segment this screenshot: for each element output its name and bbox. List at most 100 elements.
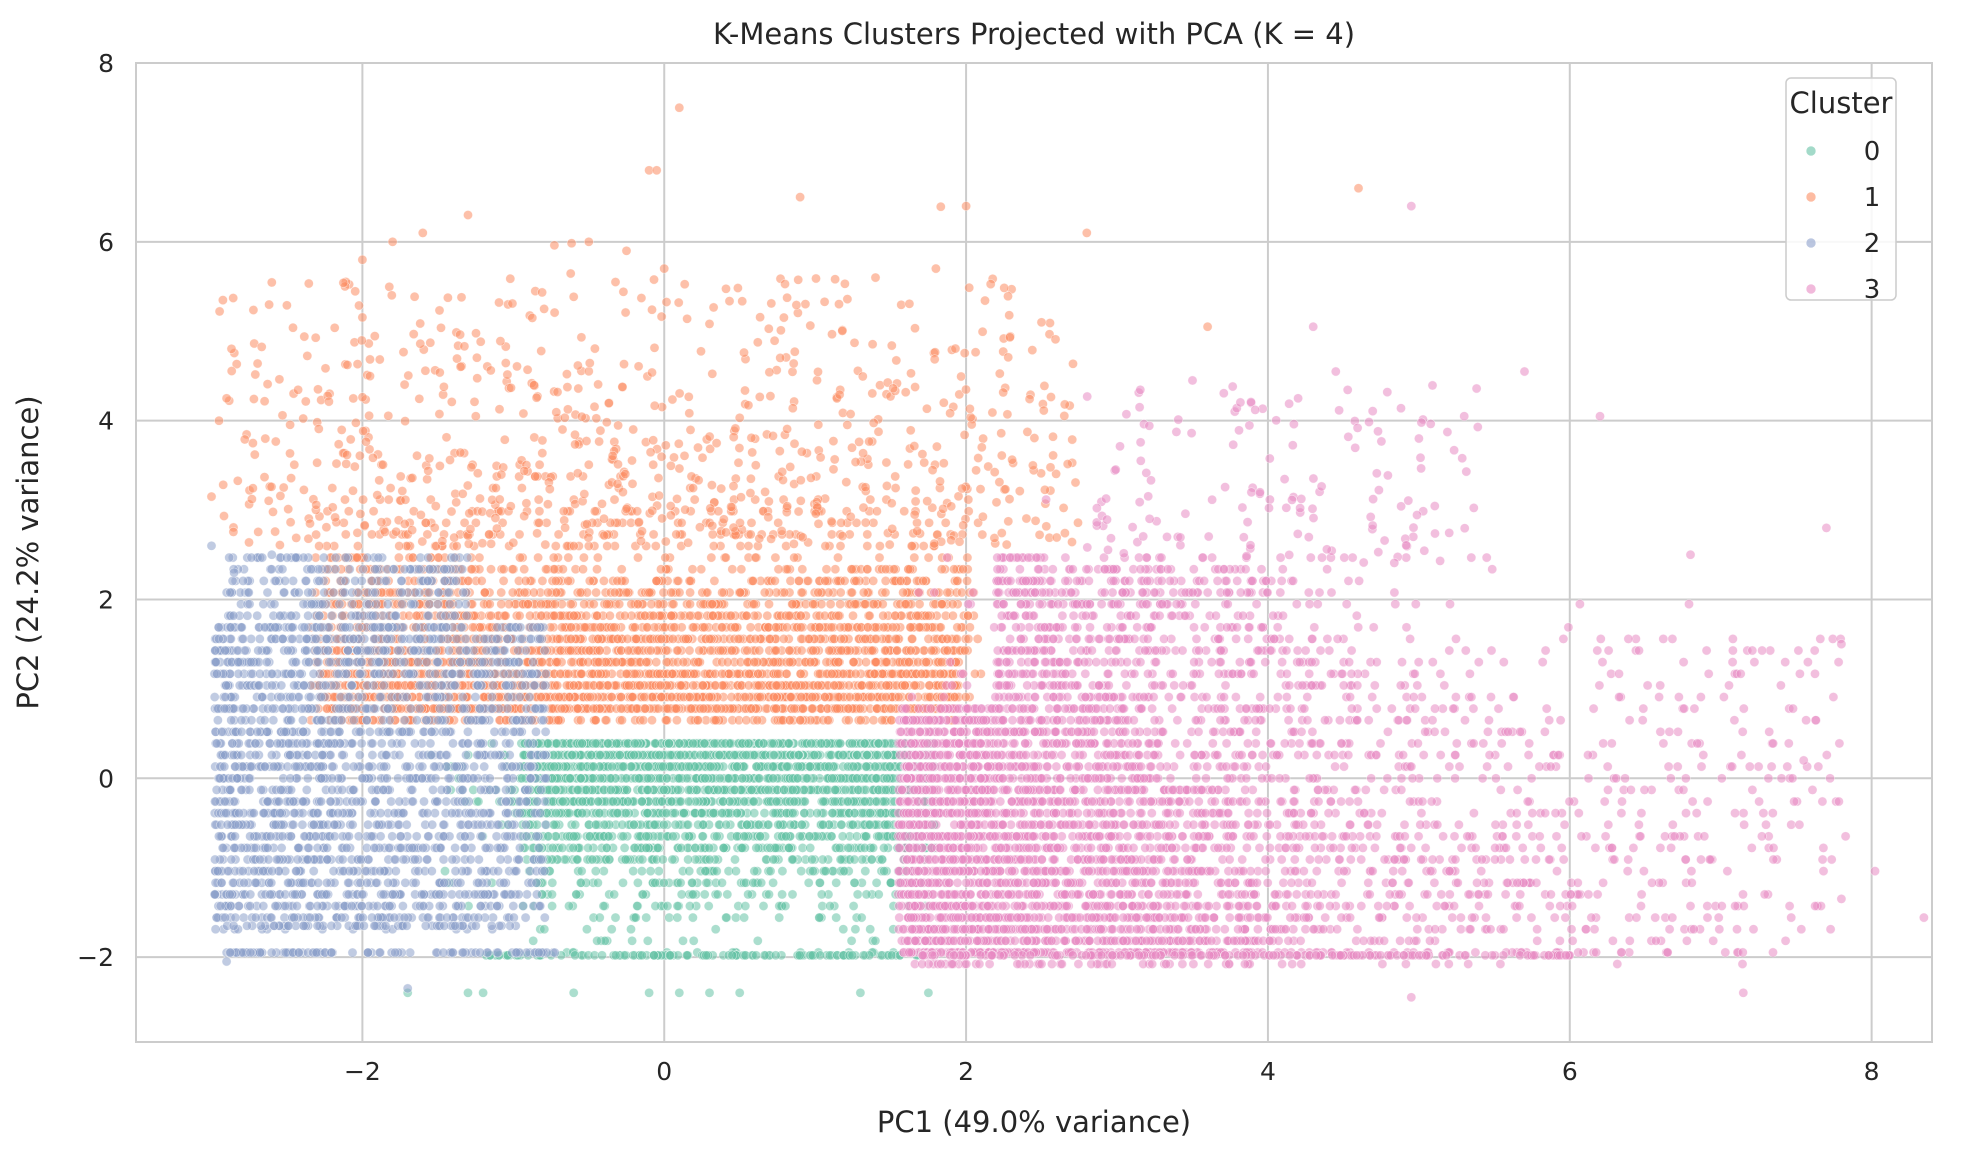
cluster-0-point [848,901,859,911]
cluster-1-point [549,564,560,575]
cluster-0-point [516,773,527,784]
cluster-0-point [759,808,770,818]
cluster-0-point [645,866,656,876]
cluster-0-point [637,854,648,865]
cluster-0-point [641,843,652,853]
cluster-1-point [762,610,773,621]
cluster-0-point [703,901,714,911]
cluster-1-point [745,529,756,540]
cluster-0-point [737,843,748,853]
cluster-0-point [749,796,759,807]
cluster-0-point [797,819,807,830]
cluster-0-point [673,785,683,795]
cluster-1-point [614,599,625,609]
cluster-0-point [704,854,715,865]
cluster-0-point [657,796,667,807]
cluster-0-point [793,750,804,760]
cluster-0-point [882,819,893,830]
cluster-0-point [768,877,778,888]
cluster-1-point [579,552,589,563]
cluster-0-point [858,950,869,961]
cluster-0-point [729,750,740,760]
cluster-0-point [587,854,598,865]
cluster-0-point [852,773,862,784]
cluster-0-point [710,924,721,935]
cluster-0-point [662,901,673,911]
cluster-0-point [718,796,728,807]
cluster-0-point [831,912,842,923]
cluster-0-point [783,738,794,749]
cluster-0-point [793,761,804,772]
cluster-0-point [463,987,473,998]
cluster-0-point [812,808,822,818]
cluster-0-point [621,773,632,784]
cluster-0-point [675,796,686,807]
cluster-1-point [692,715,703,726]
cluster-0-point [570,819,581,830]
cluster-0-point [753,819,764,830]
cluster-1-point [836,634,846,644]
cluster-0-point [767,761,778,772]
cluster-0-point [830,796,840,807]
cluster-1-point [868,715,879,726]
cluster-0-point [697,808,707,818]
cluster-0-point [852,750,863,760]
cluster-1-point [789,552,800,563]
cluster-0-point [803,877,814,888]
cluster-1-point [484,599,495,609]
cluster-0-point [868,843,878,853]
cluster-1-point [795,610,806,621]
cluster-0-point [885,761,895,772]
cluster-0-point [768,750,779,760]
cluster-0-point [787,854,798,865]
cluster-1-point [784,645,795,656]
cluster-0-point [705,761,716,772]
cluster-1-point [602,541,613,551]
cluster-0-point [622,796,633,807]
cluster-1-point [880,587,891,598]
cluster-1-point [833,692,844,702]
cluster-0-point [852,889,863,900]
cluster-0-point [643,785,653,795]
cluster-0-point [683,854,693,865]
cluster-0-point [827,808,838,818]
cluster-0-point [549,761,560,772]
cluster-0-point [611,738,622,749]
cluster-1-point [890,483,901,493]
cluster-1-point [861,657,871,667]
cluster-0-point [633,877,643,888]
cluster-0-point [643,761,654,772]
cluster-0-point [593,877,603,888]
cluster-0-point [741,750,751,760]
cluster-1-point [778,634,789,644]
cluster-0-point [594,750,605,760]
cluster-0-point [577,796,588,807]
cluster-0-point [751,843,762,853]
cluster-0-point [830,785,841,795]
cluster-1-point [689,668,699,679]
cluster-0-point [739,831,749,842]
cluster-0-point [551,808,561,818]
cluster-0-point [838,750,848,760]
cluster-1-point [797,564,808,575]
cluster-0-point [650,819,660,830]
cluster-0-point [657,854,668,865]
cluster-0-point [652,843,663,853]
cluster-1-point [558,564,568,575]
cluster-1-point [736,564,747,575]
cluster-0-point [751,950,761,961]
cluster-1-point [352,541,363,551]
cluster-1-point [843,715,854,726]
cluster-1-point [385,483,396,493]
cluster-0-point [781,831,791,842]
cluster-0-point [755,831,766,842]
cluster-1-point [479,587,490,598]
cluster-0-point [739,912,749,923]
cluster-0-point [570,950,580,961]
cluster-0-point [861,889,872,900]
cluster-0-point [818,796,829,807]
cluster-0-point [785,819,796,830]
cluster-0-point [873,889,884,900]
cluster-0-point [592,935,602,946]
cluster-0-point [873,831,884,842]
